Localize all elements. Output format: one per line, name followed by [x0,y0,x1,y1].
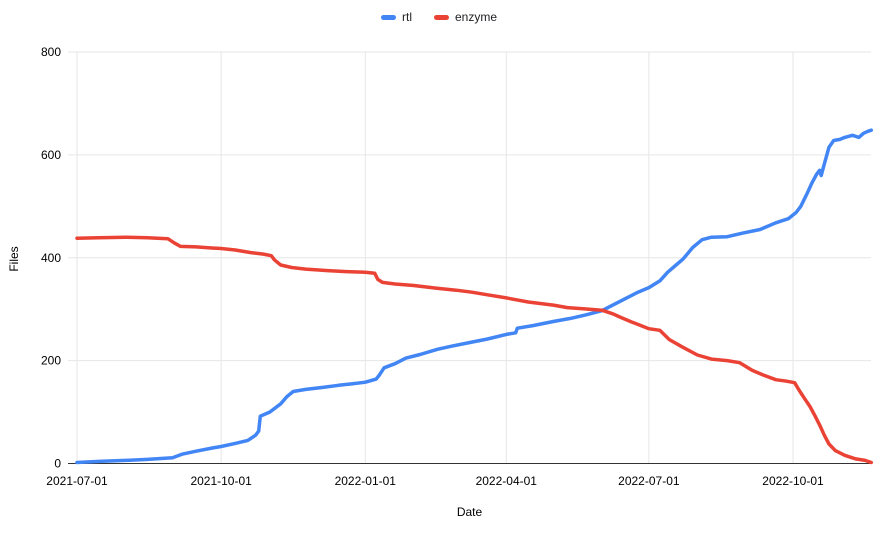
x-tick-label: 2022-10-01 [762,474,824,488]
legend-label-rtl: rtl [401,10,412,24]
x-tick-label: 2021-07-01 [46,474,108,488]
legend-item-rtl: rtl [380,10,412,24]
x-axis-title: Date [456,505,483,519]
y-axis-title: Files [7,246,21,272]
rtl-swatch-icon [380,14,396,20]
x-tick-label: 2022-04-01 [476,474,538,488]
y-tick-label: 600 [41,148,61,162]
series-line-rtl [75,128,874,465]
chart-legend: rtl enzyme [0,10,878,24]
enzyme-swatch-icon [433,14,449,20]
y-tick-label: 800 [41,45,61,59]
legend-item-enzyme: enzyme [433,10,498,24]
y-tick-label: 400 [41,251,61,265]
x-tick-label: 2021-10-01 [190,474,252,488]
x-tick-label: 2022-07-01 [618,474,680,488]
legend-label-enzyme: enzyme [454,10,498,24]
y-tick-label: 0 [54,457,61,471]
y-tick-label: 200 [41,354,61,368]
series-line-enzyme [75,235,874,465]
x-tick-label: 2022-01-01 [335,474,397,488]
